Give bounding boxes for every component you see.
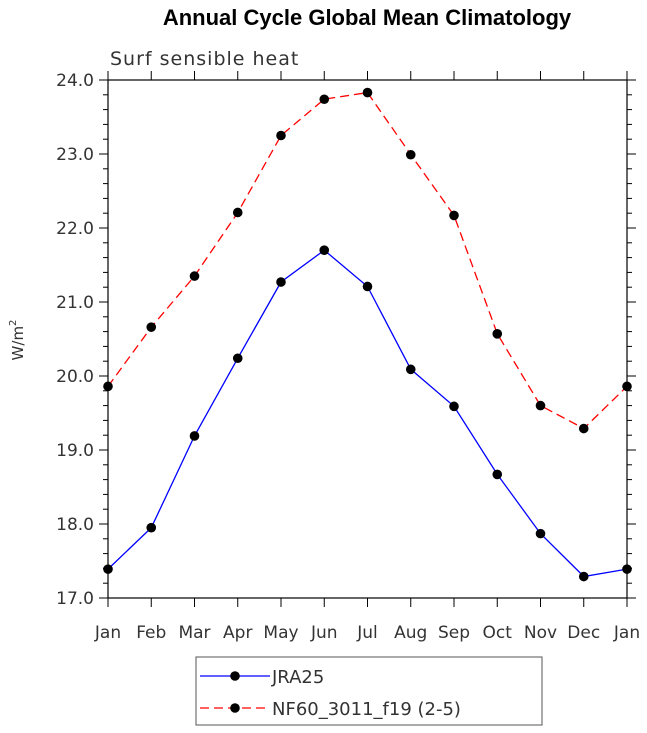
data-point: [319, 245, 330, 255]
series-2: [103, 87, 632, 434]
data-point: [276, 130, 286, 141]
data-point: [492, 329, 503, 339]
x-tick-label: Mar: [178, 623, 210, 643]
y-tick-label: 24.0: [56, 71, 94, 91]
series-line: [107, 249, 628, 578]
chart-subtitle: Surf sensible heat: [110, 48, 299, 70]
x-tick-label: Nov: [524, 623, 557, 643]
x-tick-label: Dec: [567, 623, 600, 643]
data-point: [405, 149, 416, 160]
data-point: [276, 277, 286, 287]
data-point: [535, 528, 546, 539]
data-point: [232, 207, 243, 218]
y-axis-label-text: W/m: [9, 326, 27, 361]
data-point: [405, 364, 416, 375]
series-group: [103, 87, 632, 582]
legend-label: NF60_3011_f19 (2-5): [272, 699, 461, 720]
data-point: [146, 522, 157, 533]
legend-label: JRA25: [271, 667, 324, 688]
data-point: [319, 94, 330, 105]
legend-item: JRA25: [200, 667, 324, 688]
data-point: [146, 322, 157, 332]
x-tick-labels: Jan Feb Mar Apr May Jun Jul Aug Sep Oct Nov Dec Jan: [94, 623, 640, 643]
data-point: [232, 353, 243, 364]
data-point: [535, 400, 546, 411]
legend-marker: [230, 671, 240, 681]
x-tick-label: Jul: [356, 623, 378, 643]
data-point: [362, 87, 373, 98]
x-tick-label: Sep: [438, 623, 470, 643]
data-point: [578, 571, 589, 582]
data-point: [578, 423, 589, 434]
series-line: [107, 91, 628, 430]
y-axis-label: W/m2: [8, 320, 27, 361]
y-axis-label-superscript: 2: [8, 320, 19, 326]
axis-ticks: [99, 71, 636, 607]
x-tick-label: Oct: [483, 623, 513, 643]
y-tick-label: 20.0: [56, 367, 94, 387]
y-tick-label: 22.0: [56, 219, 94, 239]
legend-item: NF60_3011_f19 (2-5): [200, 699, 461, 720]
legend: JRA25 NF60_3011_f19 (2-5): [195, 656, 543, 726]
plot-frame: [107, 79, 628, 599]
data-point: [449, 210, 459, 221]
x-tick-label: Jan: [613, 623, 640, 643]
data-point: [189, 431, 200, 441]
series-1: [103, 245, 632, 582]
y-tick-labels: 17.0 18.0 19.0 20.0 21.0 22.0 23.0 24.0: [56, 71, 94, 609]
x-tick-label: Jan: [94, 623, 121, 643]
x-tick-label: May: [263, 623, 298, 643]
x-tick-label: Apr: [223, 623, 252, 643]
chart-title: Annual Cycle Global Mean Climatology: [163, 5, 572, 30]
y-tick-label: 18.0: [56, 515, 94, 535]
y-tick-label: 17.0: [56, 589, 94, 609]
y-tick-label: 23.0: [56, 145, 94, 165]
x-tick-label: Feb: [136, 623, 166, 643]
y-tick-label: 19.0: [56, 441, 94, 461]
data-point: [189, 271, 200, 281]
x-tick-label: Jun: [310, 623, 338, 643]
svg-text:W/m2: W/m2: [8, 320, 27, 361]
y-tick-label: 21.0: [56, 293, 94, 313]
x-tick-label: Aug: [394, 623, 427, 643]
data-point: [449, 401, 459, 412]
data-point: [362, 281, 373, 292]
legend-marker: [230, 703, 240, 713]
data-point: [492, 469, 503, 480]
legend-box: [195, 656, 543, 726]
